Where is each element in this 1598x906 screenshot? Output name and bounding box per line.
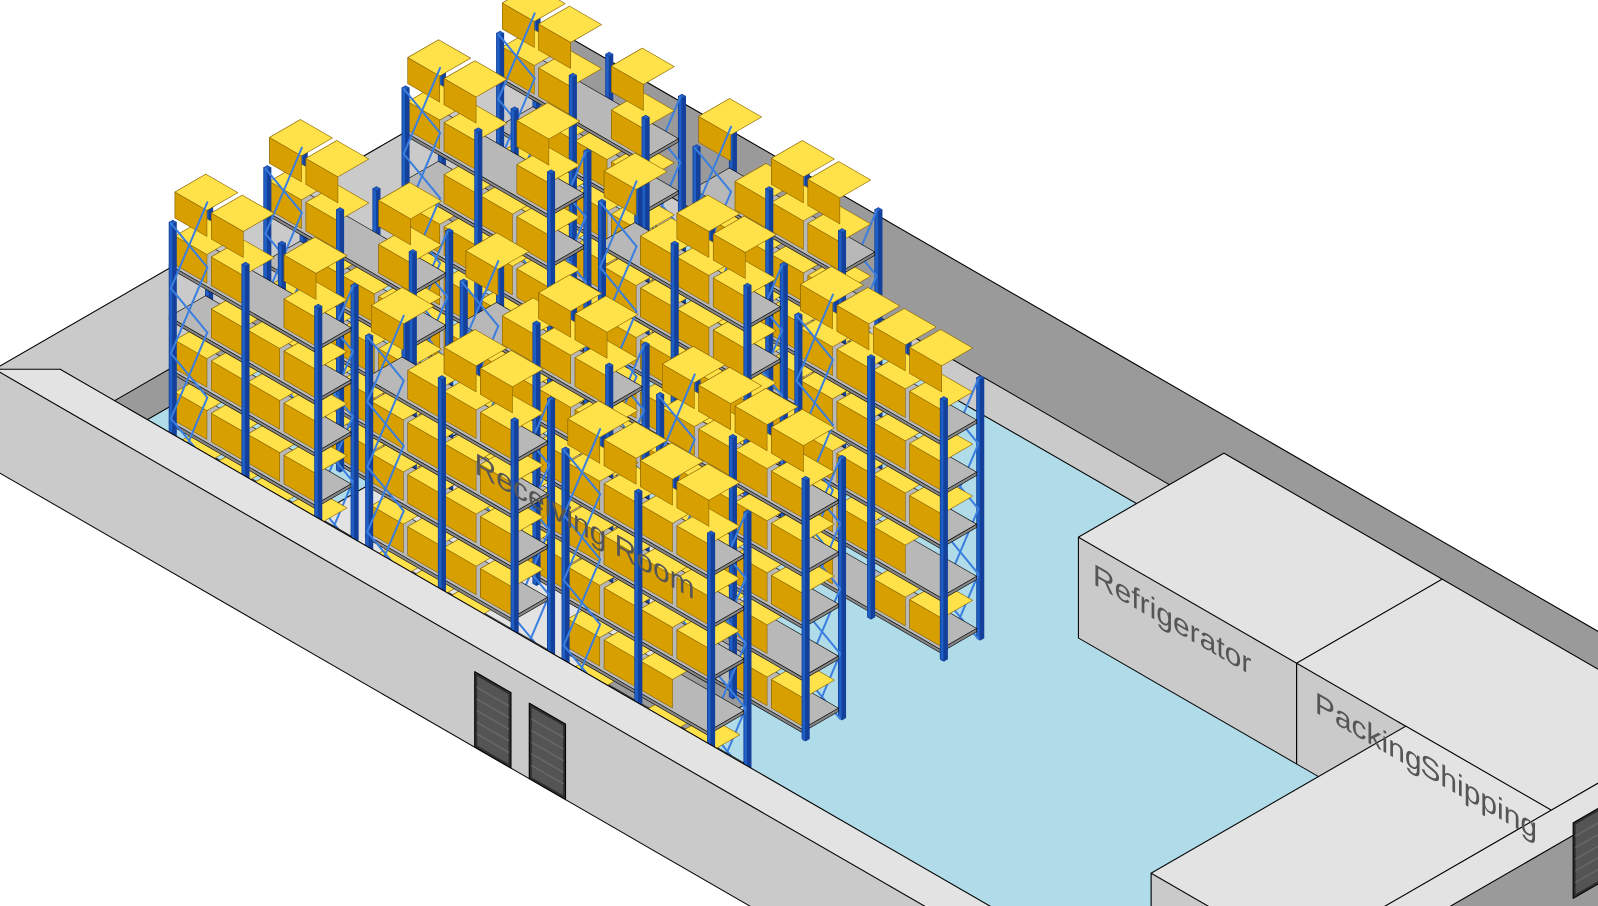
- warehouse-diagram: Receiving RoomRefrigeratorPackingShippin…: [0, 0, 1598, 906]
